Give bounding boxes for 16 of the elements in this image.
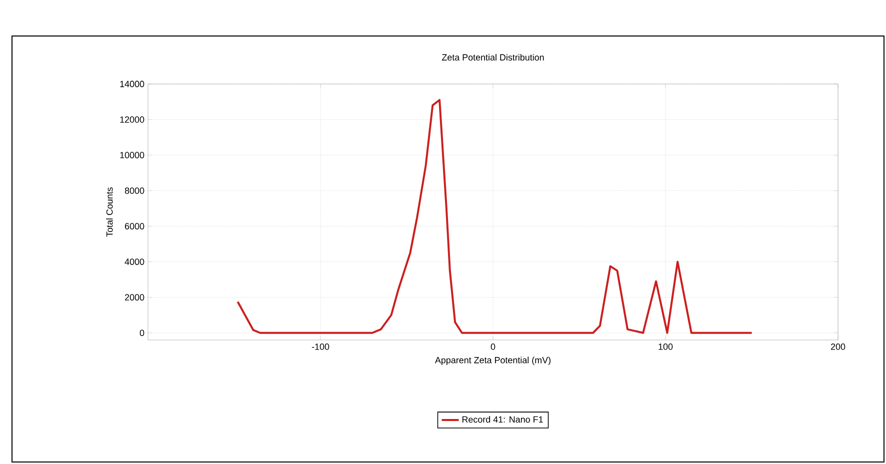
legend-label: Record 41: Nano F1: [462, 416, 543, 423]
chart-title: Zeta Potential Distribution: [442, 54, 544, 61]
y-tick-label: 0: [140, 330, 144, 336]
y-tick-label: 6000: [124, 223, 144, 230]
x-tick-label: 100: [658, 344, 673, 350]
y-tick-label: 10000: [120, 152, 144, 158]
y-tick-label: 14000: [120, 80, 144, 88]
x-tick-label: 200: [830, 344, 846, 350]
y-tick-label: 4000: [124, 258, 144, 265]
y-tick-label: 2000: [124, 294, 144, 300]
y-axis-title: Total Counts: [106, 187, 113, 237]
x-tick-label: 0: [490, 344, 496, 350]
y-tick-label: 12000: [120, 116, 144, 123]
x-tick-label: -100: [312, 344, 330, 350]
x-axis-title: Apparent Zeta Potential (mV): [434, 356, 551, 366]
y-tick-label: 8000: [124, 187, 144, 194]
